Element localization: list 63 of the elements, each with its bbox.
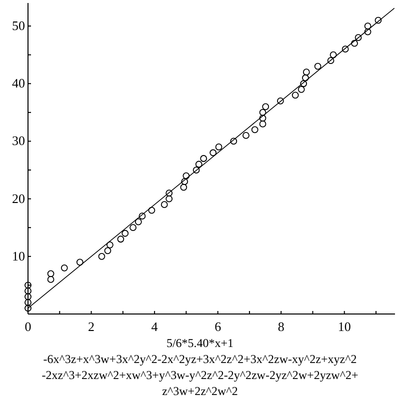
point <box>351 40 358 47</box>
point <box>138 212 146 220</box>
point <box>195 160 202 168</box>
point <box>98 252 106 260</box>
point <box>166 195 173 202</box>
x-tick-label: 2 <box>88 319 95 334</box>
point <box>259 108 266 116</box>
point <box>298 86 305 93</box>
x-axis-title: 5/6*5.40*x+1 -6x^3z+x^3w+3x^2y^2-2x^2yz+3x^2z^2+3x^2zw-xy^2z+xyz^2 -2xz^3+2xzw^2+xw^3+y^3w-y^2z^2-2y^2zw-2yz^2w+2yzw^2+ z^3w+2z^2w^2 <box>42 336 358 398</box>
x-tick-label: 8 <box>278 319 284 334</box>
point <box>181 178 188 185</box>
point <box>300 80 308 88</box>
point <box>342 46 349 53</box>
point <box>192 166 200 174</box>
point <box>134 218 142 226</box>
point <box>364 22 372 30</box>
point <box>314 62 322 70</box>
point <box>277 97 284 104</box>
point <box>262 103 270 110</box>
point <box>302 68 310 76</box>
y-tick-label: 30 <box>12 133 25 148</box>
point <box>259 120 266 128</box>
point <box>76 258 84 266</box>
point <box>122 230 129 237</box>
point <box>200 155 208 162</box>
point <box>327 57 334 64</box>
point <box>47 276 54 283</box>
point <box>104 247 112 254</box>
point <box>24 288 32 294</box>
point <box>47 270 54 278</box>
x-tick-label: 6 <box>214 319 222 334</box>
point <box>130 224 136 232</box>
point <box>24 304 32 312</box>
point <box>242 132 250 139</box>
point <box>106 241 114 248</box>
y-tick-label: 10 <box>12 248 25 264</box>
y-tick-label: 50 <box>12 18 25 34</box>
point <box>210 149 217 156</box>
point <box>230 138 238 145</box>
x-tick-label: 0 <box>24 319 32 334</box>
point <box>251 126 258 134</box>
y-tick-label: 20 <box>12 190 25 206</box>
y-tick-label: 40 <box>12 76 25 91</box>
point <box>182 172 190 180</box>
x-tick-label: 4 <box>151 319 158 334</box>
point <box>160 201 168 208</box>
point <box>166 190 173 197</box>
point <box>24 293 32 300</box>
point <box>215 144 222 150</box>
point <box>364 28 372 36</box>
point <box>302 74 309 82</box>
point <box>117 236 124 243</box>
point <box>60 264 68 272</box>
point <box>330 51 337 58</box>
point <box>374 16 382 24</box>
x-tick-label: 10 <box>338 319 351 334</box>
point <box>180 184 188 191</box>
point <box>24 282 32 289</box>
point <box>354 34 362 42</box>
point <box>148 206 156 214</box>
point <box>24 299 32 306</box>
point <box>292 92 299 99</box>
point <box>259 114 266 122</box>
